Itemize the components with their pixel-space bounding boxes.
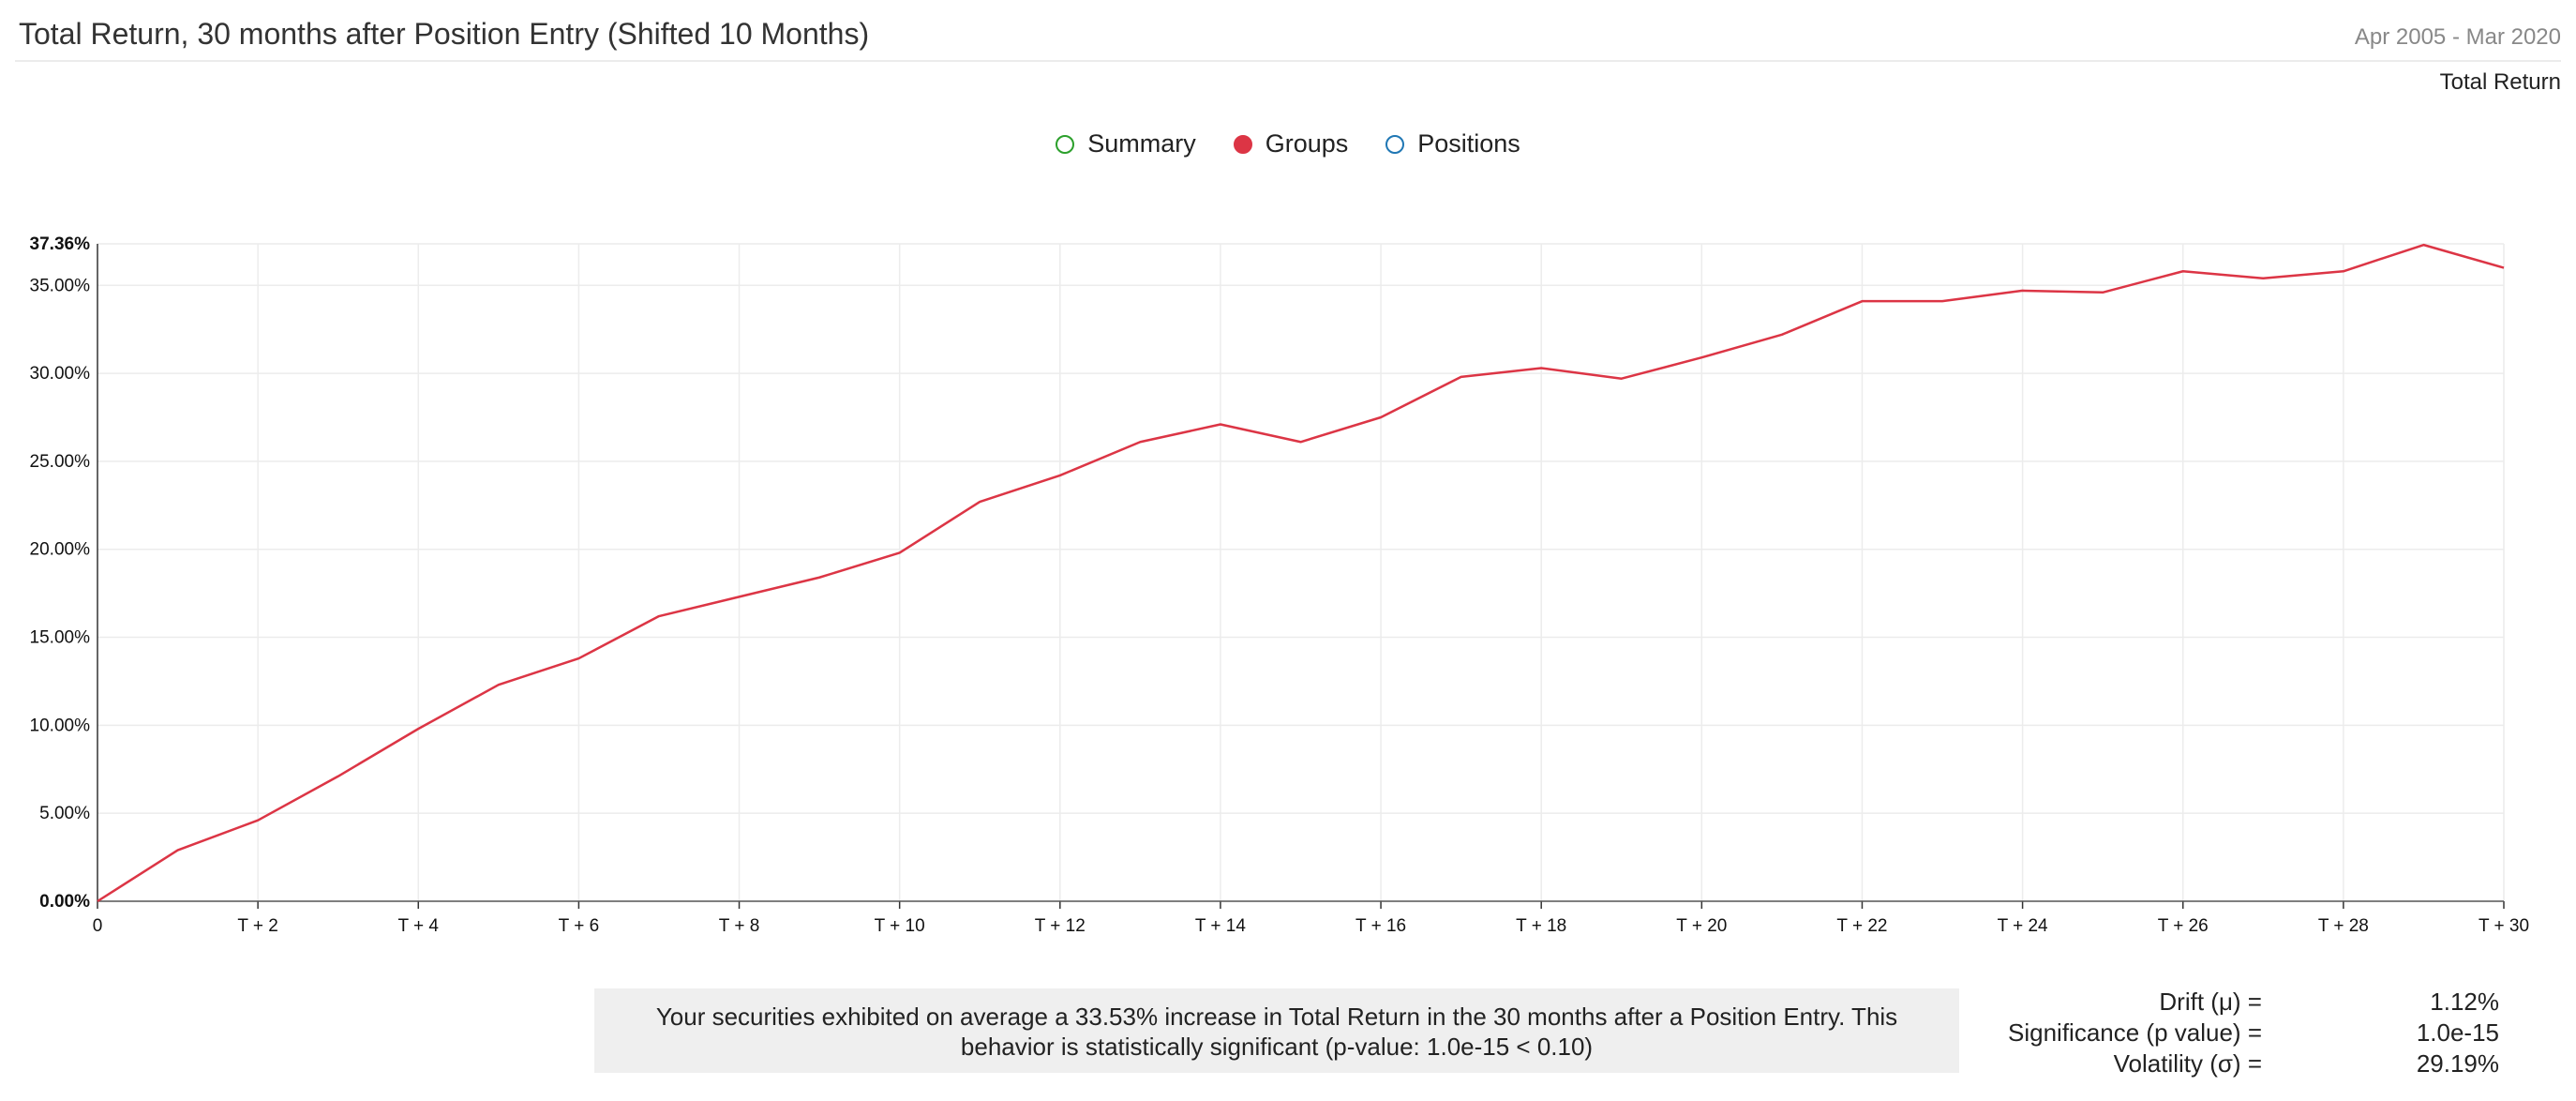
x-tick-label: T + 6 [559,916,599,936]
y-tick-label: 20.00% [30,540,91,560]
x-tick-label: 0 [93,916,103,936]
stats-panel: Drift (μ) = 1.12% Significance (p value)… [1950,987,2512,1079]
y-tick-label: 25.00% [30,452,91,472]
stat-row-significance: Significance (p value) = 1.0e-15 [1950,1018,2512,1048]
line-chart: 0.00% 5.00% 10.00% 15.00% 20.00% 25.00% 30.00%… [30,234,2529,936]
y-tick-label: 5.00% [39,804,90,823]
groups-circle-icon [1233,134,1252,154]
x-tick-label: T + 22 [1836,916,1887,936]
legend-item-positions[interactable]: Positions [1385,129,1520,158]
x-tick-label: T + 10 [875,916,925,936]
positions-circle-icon [1385,134,1405,154]
x-tick-label: T + 20 [1676,916,1727,936]
x-tick-label: T + 26 [2158,916,2209,936]
drift-value: 1.12% [2430,988,2499,1016]
x-tick-label: T + 8 [719,916,759,936]
significance-label: Significance (p value) = [2008,1018,2262,1047]
significance-value: 1.0e-15 [2416,1018,2499,1047]
legend-label-summary: Summary [1087,129,1196,158]
date-range: Apr 2005 - Mar 2020 [2354,24,2561,50]
x-tick-label: T + 30 [2479,916,2529,936]
x-tick-label: T + 2 [237,916,277,936]
legend-label-positions: Positions [1417,129,1520,158]
summary-box: Your securities exhibited on average a 3… [594,988,1959,1073]
y-tick-label: 15.00% [30,628,91,648]
chart-title: Total Return, 30 months after Position E… [19,17,870,51]
x-tick-label: T + 4 [398,916,440,936]
header-divider [15,60,2561,62]
stat-row-drift: Drift (μ) = 1.12% [1950,987,2512,1018]
y-tick-label: 37.36% [30,234,91,254]
series-line-groups [97,243,2505,903]
drift-label: Drift (μ) = [2159,988,2262,1016]
stat-row-volatility: Volatility (σ) = 29.19% [1950,1048,2512,1079]
x-tick-label: T + 16 [1355,916,1406,936]
legend-item-summary[interactable]: Summary [1056,129,1196,158]
legend-item-groups[interactable]: Groups [1233,129,1349,158]
x-tick-label: T + 28 [2318,916,2369,936]
legend-label-groups: Groups [1265,129,1349,158]
x-tick-label: T + 18 [1516,916,1566,936]
y-tick-label: 0.00% [39,892,90,912]
metric-label: Total Return [2439,69,2561,95]
y-tick-label: 10.00% [30,716,91,735]
y-tick-label: 35.00% [30,276,91,295]
x-tick-label: T + 24 [1998,916,2048,936]
y-tick-label: 30.00% [30,364,91,384]
chart-legend: Summary Groups Positions [0,129,2576,158]
summary-text: Your securities exhibited on average a 3… [655,1003,1898,1061]
volatility-label: Volatility (σ) = [2113,1049,2262,1078]
x-tick-label: T + 14 [1195,916,1246,936]
summary-circle-icon [1056,134,1075,154]
x-tick-label: T + 12 [1035,916,1086,936]
volatility-value: 29.19% [2416,1049,2499,1078]
